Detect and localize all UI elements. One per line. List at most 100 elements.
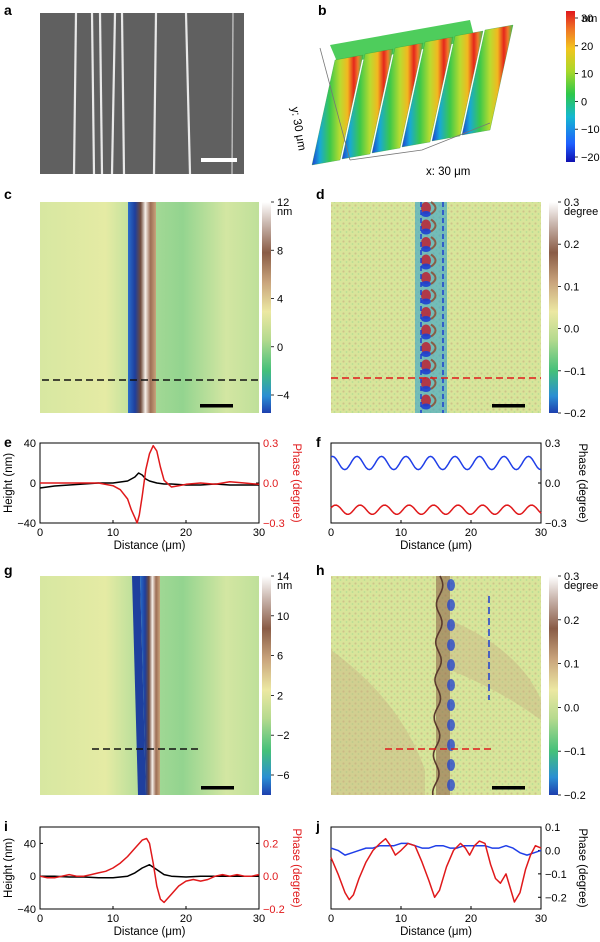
- panel-letter-f: f: [316, 434, 321, 450]
- colorbar-tick-label: 30: [581, 13, 593, 25]
- phase-blob: [421, 333, 431, 340]
- y-tick-label-right: −0.2: [545, 892, 567, 904]
- plot-frame: [330, 826, 542, 910]
- colorbar-tick-label: 0.0: [564, 702, 579, 714]
- colorbar-tick-label: −0.1: [564, 366, 586, 378]
- panel-letter-e: e: [4, 434, 12, 450]
- y-tick-label-right: 0.1: [545, 822, 560, 834]
- plot-frame: [330, 442, 542, 524]
- phase-blob: [421, 394, 431, 407]
- phase-blob: [421, 368, 431, 375]
- y-tick-label-right: 0.2: [263, 838, 278, 850]
- phase-blob: [447, 779, 455, 791]
- x-tick-label: 20: [180, 913, 192, 925]
- phase-arc: [430, 393, 437, 408]
- y-tick-label-left: 0: [30, 478, 36, 490]
- surface-ridge: [311, 54, 364, 166]
- x-tick-label: 30: [253, 913, 265, 925]
- phase-blob: [421, 289, 431, 302]
- phase-blob: [447, 759, 455, 771]
- chart-j: 0 10 20 30 Distance (μm) 0.1 0.0 −0.1 −0.2 Phase …: [328, 822, 588, 938]
- x-tick-label: 10: [395, 913, 407, 925]
- phase-arc: [430, 288, 437, 303]
- colorbar-tick-label: 20: [581, 41, 593, 53]
- phase-blob: [421, 237, 431, 249]
- y-tick-label-right: −0.1: [545, 869, 567, 881]
- y-axis-label-right: Phase (degree): [290, 828, 302, 907]
- phase-arc: [430, 236, 437, 250]
- y-tick-label-right: −0.3: [263, 518, 285, 530]
- phase-blob: [421, 386, 431, 392]
- phase-blob: [447, 619, 455, 631]
- surface-ridge: [431, 30, 484, 142]
- y-axis-label-right: Phase (degree): [576, 443, 588, 522]
- panel-letter-b: b: [318, 2, 327, 18]
- phase-blob: [421, 298, 431, 305]
- colorbar-tick-label: 8: [277, 245, 283, 257]
- y-tick-label-left: 0: [30, 871, 36, 883]
- phase-blob: [447, 679, 455, 691]
- phase-blob: [447, 739, 455, 751]
- panel-letter-c: c: [4, 186, 12, 202]
- x-tick-label: 30: [535, 913, 547, 925]
- phase-blob: [421, 219, 431, 232]
- phase-blob: [421, 281, 431, 287]
- colorbar-unit: degree: [564, 580, 598, 592]
- colorbar-tick-label: 0.0: [564, 324, 579, 336]
- phase-blob: [421, 202, 431, 214]
- phase-blob: [421, 403, 431, 410]
- panel-letter-h: h: [316, 562, 325, 578]
- phase-arc: [430, 306, 437, 320]
- colorbar-tick-label: 0.1: [564, 659, 579, 671]
- phase-arc: [430, 358, 437, 373]
- series-line: [40, 444, 260, 524]
- scale-bar-h: [492, 786, 525, 790]
- panel-letter-j: j: [316, 818, 320, 834]
- x-tick-label: 20: [465, 913, 477, 925]
- phase-blob: [421, 263, 431, 270]
- colorbar-tick-label: 12: [277, 197, 289, 209]
- y-tick-label-right: 0.0: [545, 478, 560, 490]
- x-tick-label: 30: [535, 527, 547, 539]
- colorbar-tick-label: −0.2: [564, 790, 586, 802]
- colorbar-tick-label: 10: [277, 611, 289, 623]
- x-tick-label: 10: [107, 913, 119, 925]
- panel-letter-d: d: [316, 186, 325, 202]
- phase-arc: [430, 218, 437, 233]
- surface-ridge: [401, 36, 454, 148]
- series-line: [39, 472, 259, 489]
- x-tick-label: 20: [465, 527, 477, 539]
- panel-b-xlabel: x: 30 μm: [426, 166, 471, 178]
- scale-bar-g: [201, 786, 234, 790]
- phase-arc: [430, 271, 437, 285]
- colorbar-unit: nm: [277, 206, 292, 218]
- y-axis-label-left: Height (nm): [3, 453, 15, 513]
- panel-g-height-map: [40, 576, 271, 795]
- phase-blob: [421, 359, 431, 372]
- scale-bar-d: [492, 404, 525, 408]
- phase-blob: [447, 639, 455, 651]
- x-tick-label: 30: [253, 527, 265, 539]
- y-tick-label-right: 0.3: [263, 438, 278, 450]
- y-tick-label-right: 0.3: [545, 438, 560, 450]
- colorbar-d: [549, 202, 558, 413]
- y-tick-label-left: −40: [17, 518, 36, 530]
- panel-b-3d-surface: [311, 11, 575, 166]
- colorbar-tick-label: 0: [277, 342, 283, 354]
- colorbar-tick-label: −6: [277, 770, 290, 782]
- colorbar-h: [549, 576, 558, 795]
- phase-blob: [421, 351, 431, 357]
- chart-f: 0 10 20 30 Distance (μm) 0.3 0.0 −0.3 Phase (deg…: [328, 438, 588, 552]
- phase-arc: [430, 201, 437, 215]
- phase-blob: [447, 579, 455, 591]
- colorbar-tick-label: 0.3: [564, 571, 579, 583]
- panel-letter-a: a: [4, 2, 12, 18]
- phase-blob: [447, 719, 455, 731]
- y-axis-label-right: Phase (degree): [290, 443, 302, 522]
- phase-blob: [447, 659, 455, 671]
- colorbar-tick-label: 10: [581, 69, 593, 81]
- colorbar-unit: degree: [564, 206, 598, 218]
- series-line: [330, 842, 542, 856]
- y-tick-label-right: 0.0: [263, 478, 278, 490]
